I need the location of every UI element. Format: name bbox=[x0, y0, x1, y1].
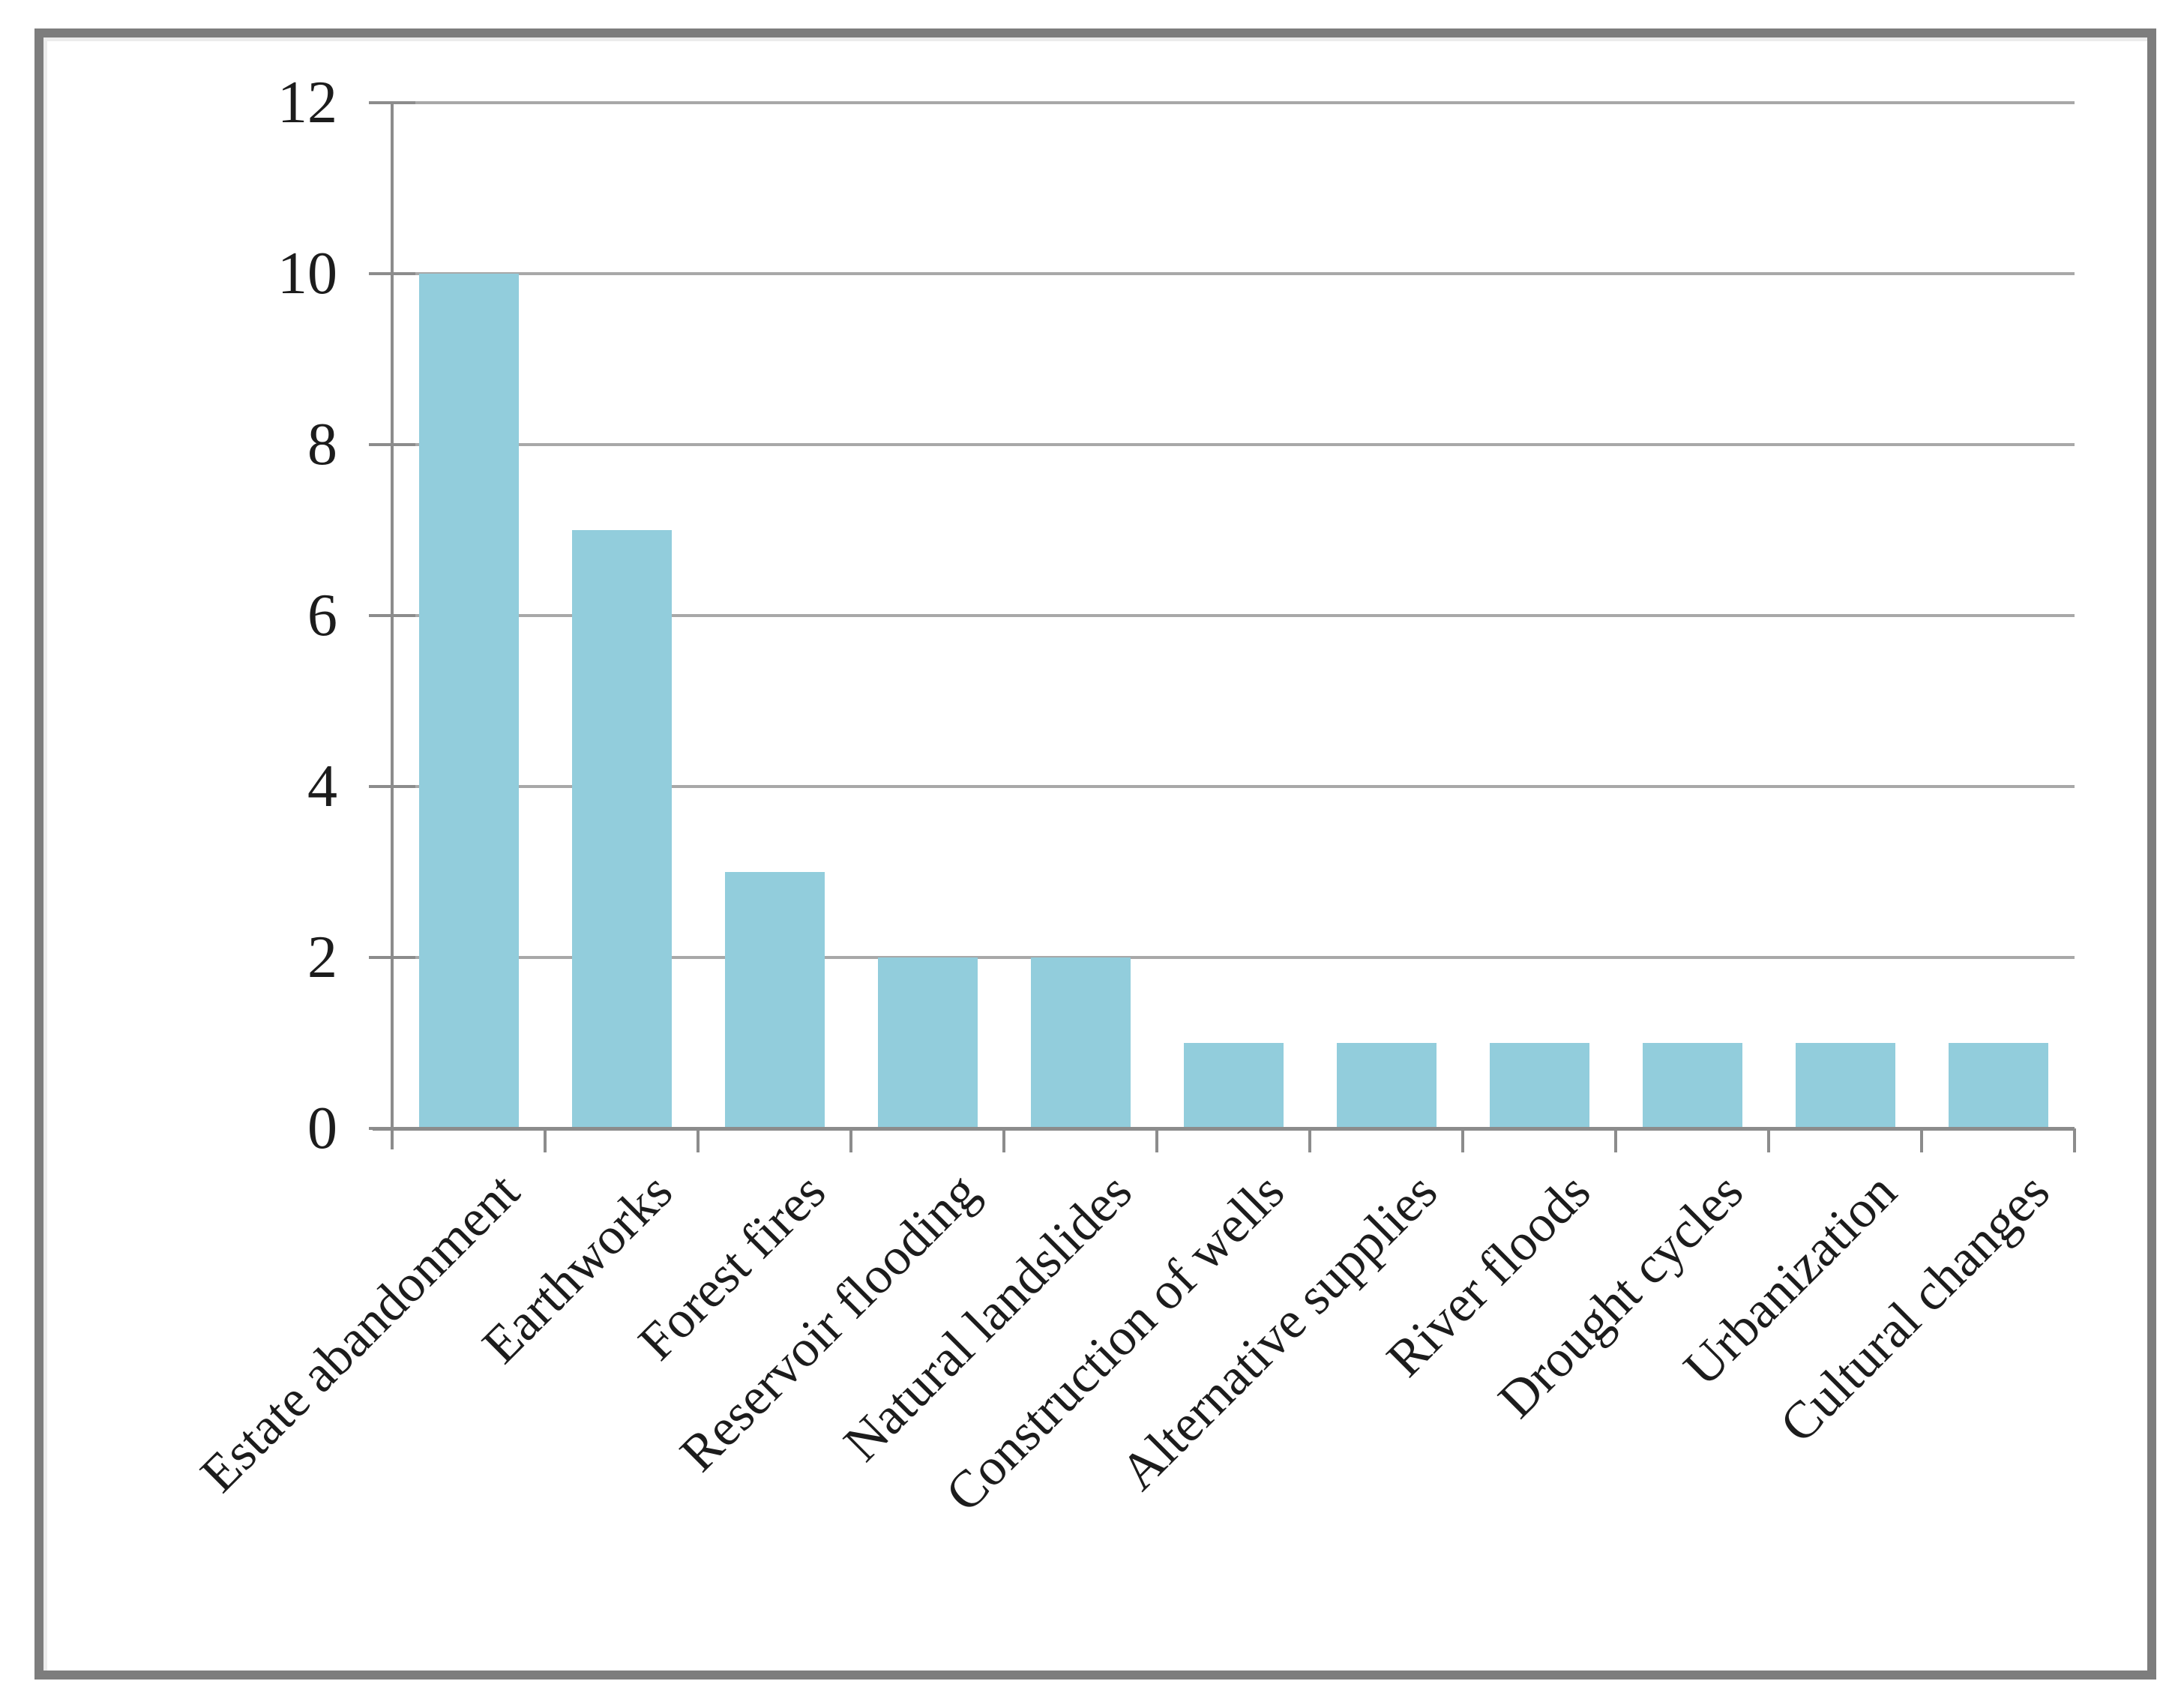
y-tick-label-10: 10 bbox=[277, 241, 337, 307]
x-tick-5 bbox=[1155, 1128, 1158, 1152]
y-tick-label-4: 4 bbox=[307, 754, 337, 820]
bar-forest-fires bbox=[724, 872, 825, 1128]
x-tick-2 bbox=[697, 1128, 700, 1152]
x-tick-6 bbox=[1308, 1128, 1311, 1152]
chart-frame bbox=[34, 28, 2156, 1680]
bar-urbanization bbox=[1795, 1043, 1895, 1128]
bar-earthworks bbox=[571, 530, 672, 1128]
gridline-y-8 bbox=[392, 443, 2075, 446]
x-tick-3 bbox=[849, 1128, 852, 1152]
gridline-y-12 bbox=[392, 101, 2075, 104]
y-tick-label-12: 12 bbox=[277, 70, 337, 136]
x-tick-1 bbox=[544, 1128, 547, 1152]
bar-reservoir-flooding bbox=[877, 957, 978, 1128]
bar-construction-of-wells bbox=[1183, 1043, 1284, 1128]
gridline-y-10 bbox=[392, 272, 2075, 275]
bar-alternative-supplies bbox=[1336, 1043, 1437, 1128]
y-tick-label-2: 2 bbox=[307, 924, 337, 990]
y-tick-label-6: 6 bbox=[307, 583, 337, 649]
x-tick-11 bbox=[2073, 1128, 2076, 1152]
x-tick-8 bbox=[1614, 1128, 1617, 1152]
y-tick-label-8: 8 bbox=[307, 412, 337, 478]
y-tick-label-0: 0 bbox=[307, 1095, 337, 1161]
x-tick-label-natural-landslides: Natural landslides bbox=[832, 1162, 1143, 1473]
bar-river-floods bbox=[1489, 1043, 1589, 1128]
x-tick-9 bbox=[1767, 1128, 1770, 1152]
x-tick-7 bbox=[1461, 1128, 1464, 1152]
x-tick-label-cultural-changes: Cultural changes bbox=[1769, 1162, 2061, 1455]
gridline-y-4 bbox=[392, 785, 2075, 788]
x-tick-10 bbox=[1920, 1128, 1923, 1152]
bar-drought-cycles bbox=[1642, 1043, 1742, 1128]
gridline-y-2 bbox=[392, 956, 2075, 959]
y-axis-line bbox=[391, 103, 394, 1149]
x-tick-4 bbox=[1002, 1128, 1005, 1152]
bar-natural-landslides bbox=[1030, 957, 1131, 1128]
gridline-y-6 bbox=[392, 614, 2075, 617]
bar-cultural-changes bbox=[1948, 1043, 2048, 1128]
bar-estate-abandonment bbox=[418, 274, 519, 1128]
x-axis-line bbox=[373, 1127, 2075, 1131]
